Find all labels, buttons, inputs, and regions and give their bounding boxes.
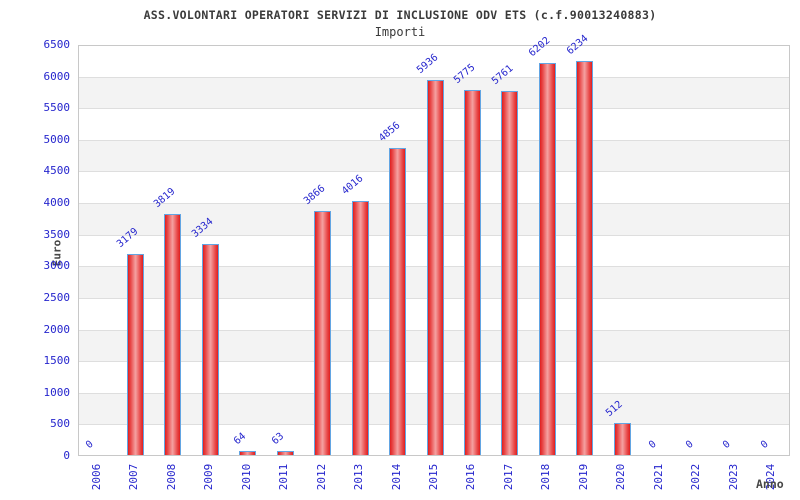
bar — [463, 89, 481, 455]
x-tick-label: 2021 — [651, 463, 665, 491]
x-tick-label: 2013 — [352, 463, 366, 491]
bar — [538, 62, 556, 455]
x-tick-label: 2018 — [539, 463, 553, 491]
x-tick-label: 2014 — [389, 463, 403, 491]
x-tick-label: 2006 — [89, 463, 103, 491]
x-tick-label: 2010 — [239, 463, 253, 491]
y-tick-label: 4500 — [43, 164, 71, 178]
y-tick-label: 6500 — [43, 38, 71, 51]
y-tick-label: 3500 — [43, 227, 71, 241]
x-tick-label: 2012 — [314, 463, 328, 491]
y-tick-label: 6000 — [43, 69, 71, 83]
bar — [389, 147, 407, 455]
y-tick-label: 4000 — [43, 196, 71, 210]
bar — [201, 244, 219, 455]
x-tick-label: 2017 — [501, 463, 515, 491]
x-axis-title: Anno — [756, 477, 784, 491]
x-tick-label: 2023 — [726, 463, 740, 491]
y-tick-label: 1500 — [43, 354, 71, 368]
bar — [164, 213, 182, 455]
grid-band — [79, 46, 789, 78]
bar — [501, 90, 519, 455]
x-tick-label: 2007 — [127, 463, 141, 491]
x-tick-label: 2011 — [277, 463, 291, 491]
y-tick-label: 500 — [50, 417, 70, 431]
y-tick-label: 2000 — [43, 322, 71, 336]
bar — [351, 201, 369, 455]
bar — [126, 254, 144, 455]
y-tick-label: 2500 — [43, 290, 71, 304]
x-tick-label: 2016 — [464, 463, 478, 491]
y-tick-label: 3000 — [43, 259, 71, 273]
chart-title: ASS.VOLONTARI OPERATORI SERVIZI DI INCLU… — [143, 8, 657, 22]
x-tick-label: 2020 — [614, 463, 628, 491]
y-tick-label: 0 — [63, 449, 70, 462]
bar — [576, 60, 594, 455]
bar — [239, 450, 257, 455]
bar — [276, 451, 294, 455]
x-tick-label: 2008 — [164, 463, 178, 491]
y-tick-label: 5500 — [43, 101, 71, 115]
plot-area: 0 3179 3819 3334 64 63 3866 4016 4856 5936 5775 576… — [78, 33, 790, 456]
bar — [426, 79, 444, 455]
chart-subtitle: Importi — [374, 25, 426, 39]
y-tick-label: 1000 — [43, 385, 71, 399]
y-tick-label: 5000 — [43, 132, 71, 146]
x-tick-label: 2022 — [689, 463, 703, 491]
bar — [314, 210, 332, 455]
x-tick-label: 2019 — [576, 463, 590, 491]
bar — [613, 422, 631, 455]
x-tick-label: 2009 — [202, 463, 216, 491]
x-tick-label: 2015 — [427, 463, 440, 491]
